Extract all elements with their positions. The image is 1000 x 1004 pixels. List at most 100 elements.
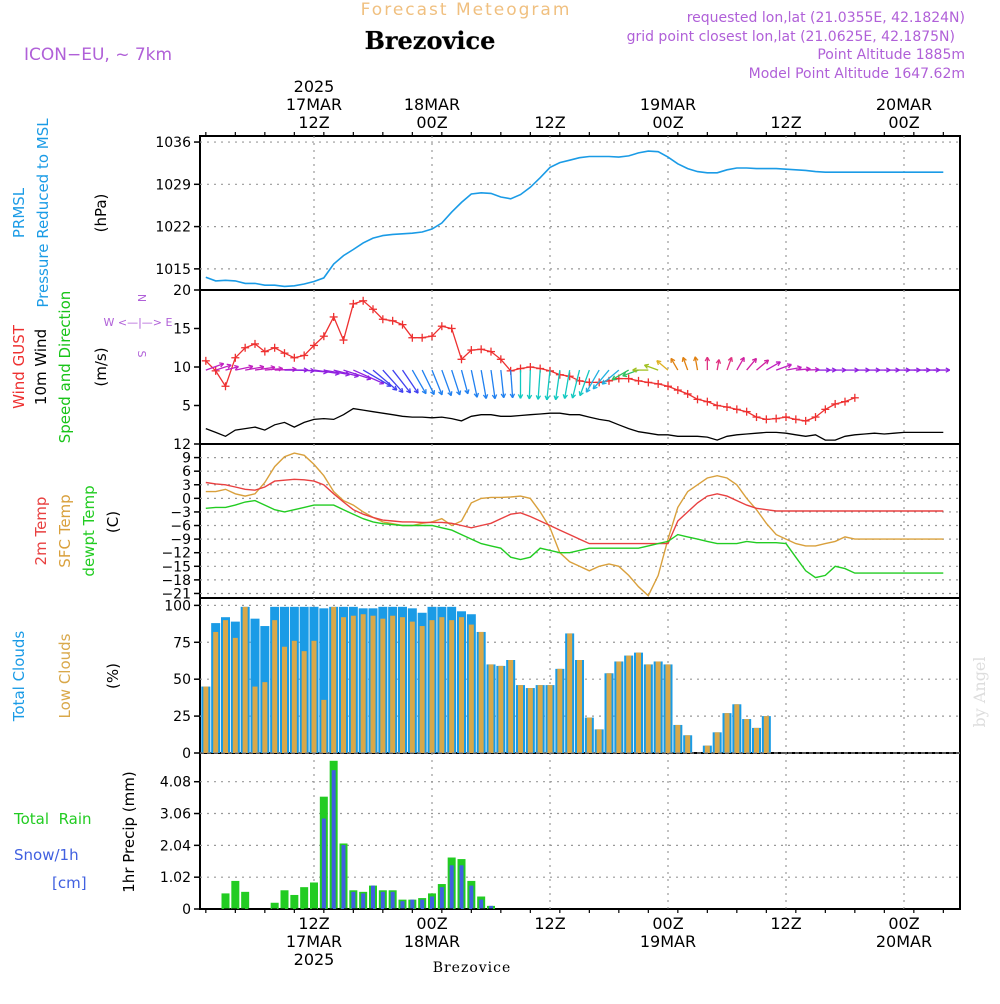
cloud-unit: (%) <box>104 663 122 689</box>
low-cloud-bar <box>518 685 523 753</box>
top-time-label: 17MAR <box>286 95 342 114</box>
snow-bar <box>332 770 336 909</box>
wind-arrow-head <box>787 364 791 365</box>
low-cloud-bar <box>449 620 454 753</box>
wind-arrow-head <box>477 393 478 397</box>
low-cloud-bar <box>725 713 730 753</box>
wind-arrow <box>593 370 609 389</box>
low-cloud-bar <box>410 622 415 753</box>
snow-bar <box>420 900 424 909</box>
y-tick-label: 3.06 <box>160 807 191 823</box>
low-cloud-bar <box>656 661 661 753</box>
low-cloud-bar <box>420 626 425 753</box>
temp-unit: (C) <box>104 511 122 533</box>
wind-arrow-head <box>219 363 223 364</box>
wind-arrow-head <box>460 391 461 395</box>
y-tick-label: 10 <box>173 360 191 376</box>
y-tick-label: 1029 <box>155 177 191 193</box>
model-label: ICON−EU, ~ 7km <box>24 45 172 65</box>
low-cloud-bar <box>282 647 287 753</box>
bottom-time-label: 12Z <box>770 914 801 933</box>
low-cloud-bar <box>744 719 749 753</box>
wind-arrow <box>432 370 442 395</box>
snow-bar <box>342 845 346 909</box>
bottom-time-label: 20MAR <box>876 932 932 951</box>
footer-location: Brezovice <box>433 960 512 976</box>
low-cloud-bar <box>764 716 769 753</box>
wind-arrow <box>471 370 477 397</box>
bottom-time-label: 17MAR <box>286 932 342 951</box>
low-cloud-bar <box>469 625 474 753</box>
y-tick-label: 75 <box>173 635 191 651</box>
pressure-line <box>206 151 944 286</box>
low-cloud-bar <box>203 687 208 753</box>
bottom-time-label: 00Z <box>888 914 919 933</box>
bottom-time-label: 00Z <box>652 914 683 933</box>
wind-arrow-head <box>602 383 606 384</box>
low-cloud-bar <box>253 687 258 753</box>
low-cloud-bar <box>272 620 277 753</box>
low-cloud-bar <box>646 664 651 753</box>
top-time-label: 12Z <box>298 113 329 132</box>
low-cloud-bar <box>351 616 356 753</box>
snow-bar <box>322 819 326 909</box>
top-time-label: 2025 <box>294 77 335 96</box>
wind-arrow-head <box>271 366 275 368</box>
rain-bar <box>231 881 239 909</box>
wind-arrow-head <box>451 391 452 395</box>
wind-arrow-head <box>486 394 487 398</box>
low-cloud-bar <box>371 616 376 753</box>
precip-unit: 1hr Precip (mm) <box>120 771 138 892</box>
bottom-time-label: 12Z <box>534 914 565 933</box>
compass-rose: N W <—|—> E S <box>104 294 173 358</box>
snow-label: Snow/1h <box>14 846 79 864</box>
dewpt-label: dewpt Temp <box>80 485 98 576</box>
wind-arrow-head <box>410 388 411 392</box>
low-cloud-bar <box>302 651 307 753</box>
low-cloud-bar <box>675 725 680 753</box>
low-cloud-bar <box>233 638 238 753</box>
low-cloud-bar <box>400 617 405 753</box>
wind-arrow-head <box>234 366 238 367</box>
wind-dir-label: Speed and Direction <box>56 291 74 444</box>
low-cloud-bar <box>557 669 562 753</box>
low-cloud-bar <box>597 729 602 753</box>
low-cloud-bar <box>459 617 464 753</box>
bottom-time-label: 2025 <box>294 950 335 969</box>
product-title: Forecast Meteogram <box>361 0 572 20</box>
snow-bar <box>440 887 444 909</box>
snow-bar <box>361 893 365 909</box>
y-tick-label: 5 <box>182 399 191 415</box>
low-cloud-bar <box>439 617 444 753</box>
rain-label: Total Rain <box>13 810 92 828</box>
t2m-label: 2m Temp <box>32 497 50 566</box>
wind-arrow <box>747 358 757 370</box>
low-cloud-bar <box>262 682 267 753</box>
low-cloud-bar <box>213 632 218 753</box>
low-cloud-bar <box>636 653 641 753</box>
rain-bar <box>271 903 279 909</box>
wind-arrow-head <box>260 365 264 366</box>
bottom-time-label: 12Z <box>298 914 329 933</box>
wind-arrow <box>529 370 530 399</box>
snow-bar <box>479 900 483 909</box>
wind-arrow-head <box>468 389 469 393</box>
pressure-label-2: Pressure Reduced to MSL <box>34 118 52 308</box>
wind-arrow-head <box>495 394 497 398</box>
watermark: by Angel <box>970 656 989 727</box>
low-cloud-bar <box>489 664 494 753</box>
top-time-label: 12Z <box>770 113 801 132</box>
low-cloud-bar <box>528 688 533 753</box>
low-cloud-bar <box>734 704 739 753</box>
y-tick-label: 2.04 <box>160 838 191 854</box>
top-time-label: 00Z <box>652 113 683 132</box>
wind-arrow-head <box>682 357 683 361</box>
low-cloud-bar <box>361 614 366 753</box>
wind-arrow <box>565 370 570 398</box>
rain-bar <box>310 882 318 909</box>
wind-speed-label: 10m Wind <box>32 329 50 405</box>
wind-arrow-head <box>764 360 768 361</box>
low-cloud-bar <box>666 664 671 753</box>
compass-ew: W <—|—> E <box>104 316 173 329</box>
wind-arrow-head <box>227 364 231 365</box>
